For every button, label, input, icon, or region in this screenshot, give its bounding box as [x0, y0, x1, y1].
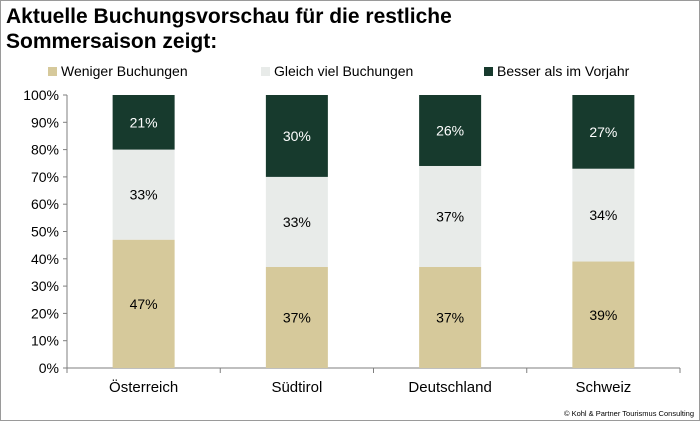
bar-segment: [419, 165, 482, 267]
legend-item-gleich: Gleich viel Buchungen: [261, 63, 413, 79]
data-label: 26%: [436, 122, 464, 138]
y-tick-label: 50%: [31, 224, 59, 240]
data-label: 33%: [283, 214, 311, 230]
data-label: 21%: [130, 114, 158, 130]
y-tick-label: 60%: [31, 196, 59, 212]
category-label: Südtirol: [271, 379, 322, 396]
chart-title: Aktuelle Buchungsvorschau für die restli…: [6, 5, 452, 53]
y-tick-label: 10%: [31, 333, 59, 349]
data-label: 37%: [283, 309, 311, 325]
y-tick-label: 70%: [31, 169, 59, 185]
data-label: 30%: [283, 128, 311, 144]
legend-swatch-weniger: [48, 67, 57, 76]
legend-label-besser: Besser als im Vorjahr: [497, 63, 630, 79]
legend-swatch-gleich: [261, 67, 270, 76]
bar-segment: [419, 95, 482, 166]
bar-segment: [419, 266, 482, 368]
legend-swatch-besser: [484, 67, 493, 76]
bar-segment: [112, 149, 175, 240]
data-label: 27%: [589, 124, 617, 140]
category-label: Schweiz: [575, 379, 631, 396]
y-tick-label: 30%: [31, 278, 59, 294]
category-label: Österreich: [109, 378, 178, 396]
legend-label-gleich: Gleich viel Buchungen: [274, 63, 414, 79]
data-label: 37%: [436, 309, 464, 325]
bar-segment: [112, 95, 175, 150]
bar-segment: [572, 95, 635, 169]
legend-label-weniger: Weniger Buchungen: [61, 63, 188, 79]
bar-segment: [572, 261, 635, 368]
data-label: 34%: [589, 207, 617, 223]
bar-segment: [112, 239, 175, 368]
data-label: 33%: [130, 187, 158, 203]
y-tick-label: 100%: [23, 87, 59, 103]
category-label: Deutschland: [408, 379, 491, 396]
y-tick-label: 80%: [31, 142, 59, 158]
y-tick-label: 0%: [39, 360, 59, 376]
y-tick-label: 90%: [31, 114, 59, 130]
bar-segment: [265, 266, 328, 368]
y-tick-label: 20%: [31, 305, 59, 321]
bar-segment: [265, 95, 328, 177]
data-label: 47%: [130, 296, 158, 312]
y-tick-label: 40%: [31, 251, 59, 267]
legend-item-weniger: Weniger Buchungen: [48, 63, 188, 79]
data-label: 37%: [436, 208, 464, 224]
legend-item-besser: Besser als im Vorjahr: [484, 63, 629, 79]
bar-segment: [572, 168, 635, 262]
copyright-footer: © Kohl & Partner Tourismus Consulting: [563, 409, 694, 418]
data-label: 39%: [589, 307, 617, 323]
bar-segment: [265, 176, 328, 267]
